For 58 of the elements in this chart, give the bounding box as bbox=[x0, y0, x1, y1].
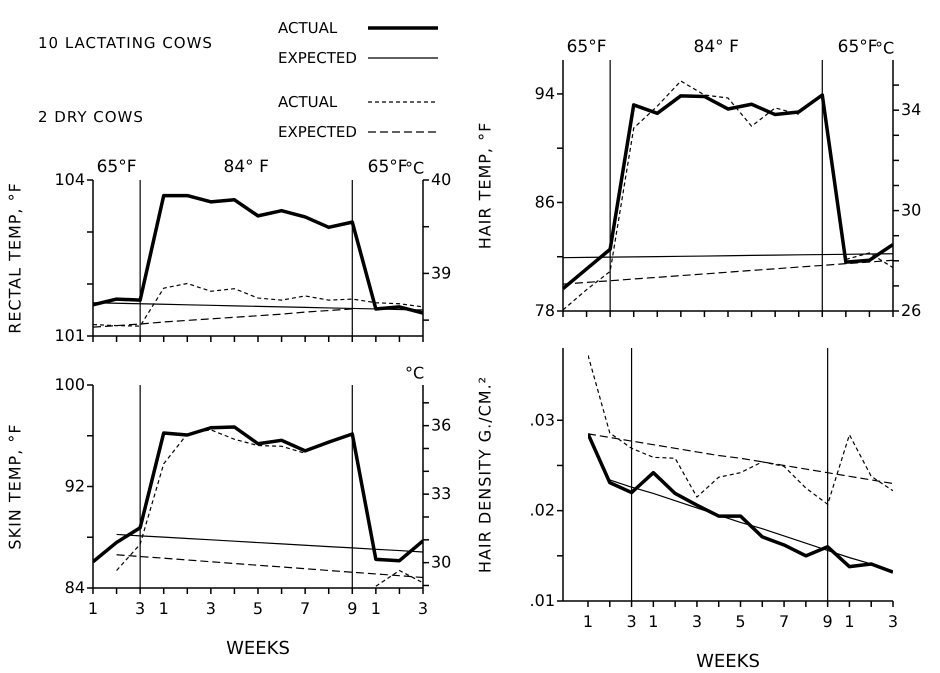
x-tick-label: 5 bbox=[252, 599, 264, 618]
x-tick-label: 3 bbox=[626, 612, 637, 631]
text: 65°F bbox=[566, 37, 607, 57]
y-tick-label: .02 bbox=[530, 500, 555, 520]
x-tick-label: 9 bbox=[347, 599, 358, 618]
x-tick-label: 3 bbox=[418, 599, 428, 618]
x-tick-label: 1 bbox=[844, 612, 855, 631]
x-tick-label: 7 bbox=[778, 612, 790, 631]
y-tick-label: 92 bbox=[64, 476, 85, 496]
text: 84° F bbox=[694, 37, 739, 57]
text: 2 DRY COWS bbox=[38, 108, 145, 126]
y2-tick-label: 36 bbox=[431, 416, 452, 435]
text: 65°F bbox=[96, 157, 137, 177]
x-tick-label: 1 bbox=[582, 612, 594, 631]
y-tick-label: 94 bbox=[534, 84, 555, 103]
text: 65°F bbox=[838, 37, 878, 57]
legend-label: EXPECTED bbox=[278, 123, 358, 141]
legend-label: ACTUAL bbox=[278, 93, 338, 111]
x-tick-label: 3 bbox=[206, 599, 216, 618]
y2-tick-label: 34 bbox=[901, 100, 922, 120]
x-tick-label: 3 bbox=[135, 599, 146, 618]
y2-axis-title: °C bbox=[875, 38, 894, 58]
x-tick-label: 3 bbox=[888, 612, 898, 631]
x-tick-label: 5 bbox=[735, 612, 746, 631]
y-tick-label: 78 bbox=[534, 301, 555, 320]
legend-label: ACTUAL bbox=[278, 19, 338, 37]
y-tick-label: 84 bbox=[64, 578, 85, 597]
y-tick-label: 100 bbox=[54, 375, 85, 394]
y-axis-title: SKIN TEMP, °F bbox=[6, 423, 25, 550]
x-tick-label: 3 bbox=[692, 612, 702, 631]
text: 65°F bbox=[368, 157, 408, 177]
y2-tick-label: 30 bbox=[431, 552, 452, 572]
legend-label: EXPECTED bbox=[278, 49, 358, 67]
y2-tick-label: 30 bbox=[901, 200, 922, 220]
x-tick-label: 9 bbox=[822, 612, 833, 631]
y2-tick-label: 33 bbox=[431, 484, 452, 504]
y-axis-title: HAIR TEMP, °F bbox=[476, 122, 495, 250]
text: 84° F bbox=[224, 157, 269, 177]
y2-tick-label: 40 bbox=[431, 170, 452, 189]
y2-tick-label: 26 bbox=[901, 301, 922, 320]
x-axis-title: WEEKS bbox=[696, 651, 760, 672]
x-tick-label: 7 bbox=[300, 599, 310, 618]
y-tick-label: 104 bbox=[54, 170, 85, 189]
y-tick-label: .03 bbox=[530, 410, 555, 430]
y2-tick-label: 39 bbox=[431, 263, 452, 282]
y2-axis-title: °C bbox=[405, 158, 424, 178]
x-tick-label: 1 bbox=[158, 599, 169, 618]
x-tick-label: 1 bbox=[648, 612, 658, 631]
y-axis-title: HAIR DENSITY G./CM.² bbox=[476, 376, 495, 574]
y-axis-title: RECTAL TEMP, °F bbox=[6, 182, 25, 334]
x-tick-label: 1 bbox=[370, 599, 381, 618]
x-tick-label: 1 bbox=[88, 599, 98, 618]
text: 10 LACTATING COWS bbox=[38, 34, 214, 52]
y-tick-label: 86 bbox=[534, 192, 555, 212]
y2-axis-title: °C bbox=[405, 363, 424, 382]
y-tick-label: .01 bbox=[530, 591, 555, 610]
x-axis-title: WEEKS bbox=[226, 638, 290, 659]
y-tick-label: 101 bbox=[54, 326, 85, 345]
